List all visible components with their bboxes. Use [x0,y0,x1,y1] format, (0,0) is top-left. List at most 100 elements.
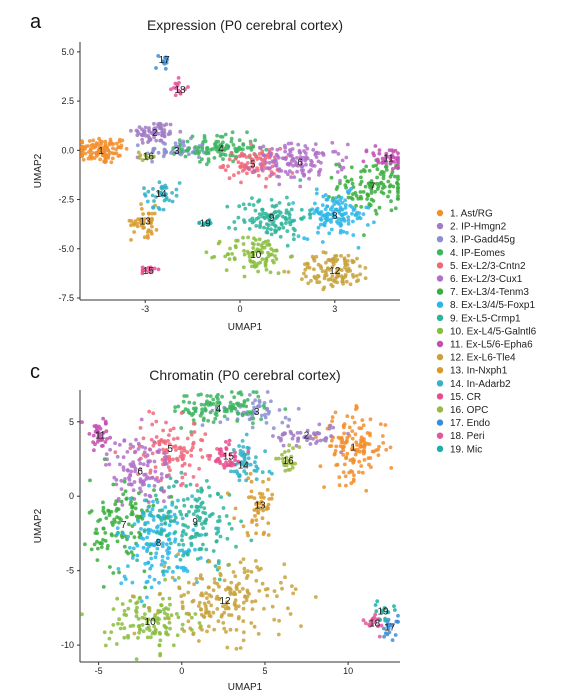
data-point [186,590,191,595]
data-point [113,450,118,455]
data-point [161,428,166,433]
data-point [237,204,242,209]
data-point [140,623,145,627]
data-point [166,510,171,515]
data-point [125,450,130,454]
data-point [339,228,343,233]
expression-cluster-label: 5 [250,160,256,171]
data-point [151,411,156,416]
data-point [182,461,187,466]
data-point [345,451,350,456]
data-point [245,161,250,165]
data-point [191,406,196,411]
data-point [114,147,118,152]
data-point [231,405,236,410]
data-point [157,580,161,585]
data-point [153,555,158,560]
data-point [119,517,123,522]
data-point [332,202,337,207]
data-point [152,488,156,492]
data-point [152,146,157,151]
data-point [373,603,378,607]
legend-label: 7. Ex-L3/4-Tenm3 [450,287,529,298]
data-point [121,455,126,460]
data-point [260,470,265,475]
data-point [308,162,313,167]
data-point [170,191,175,195]
data-point [205,629,209,634]
data-point [316,262,321,267]
data-point [349,186,353,191]
data-point [147,625,151,629]
data-point [286,449,291,453]
data-point [137,491,141,496]
data-point [260,257,265,262]
data-point [215,581,220,586]
data-point [111,623,116,627]
data-point [351,259,356,264]
data-point [253,559,258,563]
data-point [329,434,333,438]
data-point [367,168,372,173]
panel-letter-c: c [30,361,40,383]
legend-swatch [436,249,444,256]
data-point [229,469,233,474]
data-point [148,551,153,556]
data-point [286,161,291,166]
chromatin-cluster-label: 1 [350,443,356,454]
data-point [111,523,115,527]
data-point [373,189,377,194]
data-point [196,393,201,397]
data-point [327,231,332,236]
data-point [354,203,358,208]
data-point [168,626,172,631]
data-point [154,530,159,535]
data-point [215,400,220,405]
data-point [331,425,336,430]
data-point [241,450,245,454]
data-point [170,575,175,580]
data-point [121,531,125,536]
expression-y-tick-label: -2.5 [58,195,74,205]
data-point [163,142,168,146]
data-point [232,454,237,458]
data-point [152,121,156,126]
data-point [350,470,355,474]
data-point [343,175,348,180]
data-point [345,259,350,263]
data-point [103,539,108,543]
data-point [350,445,355,449]
legend-swatch [436,301,444,308]
data-point [335,170,340,174]
data-point [380,156,385,161]
data-point [390,638,395,642]
data-point [289,153,294,158]
data-point [283,468,288,473]
data-point [312,274,317,279]
data-point [145,508,150,513]
data-point [150,475,155,480]
data-point [383,423,388,427]
data-point [378,618,383,622]
data-point [104,452,109,457]
data-point [162,439,167,443]
data-point [128,472,133,477]
data-point [216,529,221,534]
data-point [145,463,150,468]
data-point [138,461,143,466]
data-point [147,483,151,488]
data-point [338,181,342,186]
data-point [215,607,220,611]
data-point [288,222,293,227]
data-point [176,404,181,409]
data-point [327,212,332,217]
data-point [364,149,369,154]
data-point [80,151,84,156]
data-point [351,219,355,224]
data-point [241,600,246,605]
data-point [371,199,376,203]
data-point [131,444,136,449]
data-point [179,149,184,154]
data-point [225,600,230,604]
data-point [214,410,219,414]
